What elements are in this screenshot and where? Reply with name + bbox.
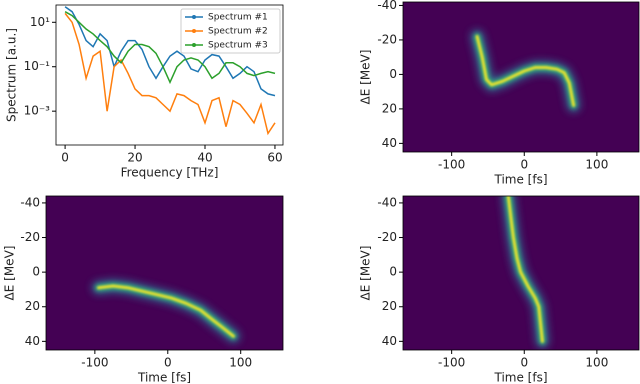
legend-label: Spectrum #2: [208, 27, 268, 37]
legend-marker: [192, 43, 196, 47]
y-axis-label: ΔE [MeV]: [3, 246, 17, 301]
legend-label: Spectrum #1: [208, 13, 268, 23]
y-tick-label: 10⁻¹: [24, 59, 51, 73]
x-tick-label: 0: [520, 356, 528, 370]
y-tick-label: 40: [25, 334, 40, 348]
legend: Spectrum #1 Spectrum #2 Spectrum #3: [180, 8, 281, 54]
x-tick-label: 0: [61, 151, 69, 165]
y-tick-label: 40: [382, 136, 397, 150]
y-tick-label: -20: [377, 230, 397, 244]
x-tick-label: 0: [520, 158, 528, 172]
y-tick-label: 0: [389, 67, 397, 81]
x-tick-label: 100: [229, 356, 252, 370]
y-tick-label: -20: [20, 230, 40, 244]
y-axis-label: ΔE [MeV]: [359, 50, 373, 105]
heatmap: [501, 196, 550, 349]
y-axis-label: Spectrum [a.u.]: [5, 28, 19, 122]
y-tick-label: 20: [382, 101, 397, 115]
heatmap: [91, 279, 241, 344]
x-tick-label: 60: [267, 151, 282, 165]
y-tick-label: 0: [32, 265, 40, 279]
legend-marker: [192, 29, 196, 33]
legend-marker: [192, 15, 196, 19]
x-axis-label: Frequency [THz]: [121, 166, 219, 180]
y-tick-label: -40: [20, 195, 40, 209]
series-line: [64, 12, 276, 136]
plot-frame: [402, 195, 640, 351]
y-tick-label: -40: [377, 0, 397, 12]
y-tick-label: -20: [377, 32, 397, 46]
y-tick-label: 10⁻³: [24, 104, 51, 118]
x-axis-label: Time [fs]: [493, 371, 547, 384]
y-tick-label: 20: [25, 299, 40, 313]
x-tick-label: 0: [164, 356, 172, 370]
plot-frame: [55, 4, 284, 146]
x-tick-label: 40: [197, 151, 212, 165]
x-tick-label: 20: [127, 151, 142, 165]
plot-frame: [402, 1, 640, 153]
legend-label: Spectrum #3: [208, 41, 268, 51]
plot-frame: [45, 195, 284, 351]
legend-box: [180, 8, 281, 54]
ridge: [97, 284, 235, 338]
x-tick-label: -100: [438, 158, 465, 172]
series-line: [64, 11, 276, 85]
x-axis-label: Time [fs]: [493, 173, 547, 187]
y-tick-label: -40: [377, 195, 397, 209]
series-line: [64, 6, 276, 97]
heatmap: [470, 29, 581, 113]
y-tick-label: 0: [389, 265, 397, 279]
x-tick-label: -100: [438, 356, 465, 370]
y-axis-label: ΔE [MeV]: [359, 246, 373, 301]
heatmap-background: [46, 196, 283, 350]
y-tick-label: 20: [382, 299, 397, 313]
y-tick-label: 10¹: [30, 15, 50, 29]
x-tick-label: 100: [585, 158, 608, 172]
x-axis-label: Time [fs]: [137, 371, 191, 384]
y-tick-label: 40: [382, 334, 397, 348]
ridge: [506, 196, 544, 343]
ridge: [475, 35, 576, 107]
x-tick-label: -100: [81, 356, 108, 370]
x-tick-label: 100: [585, 356, 608, 370]
